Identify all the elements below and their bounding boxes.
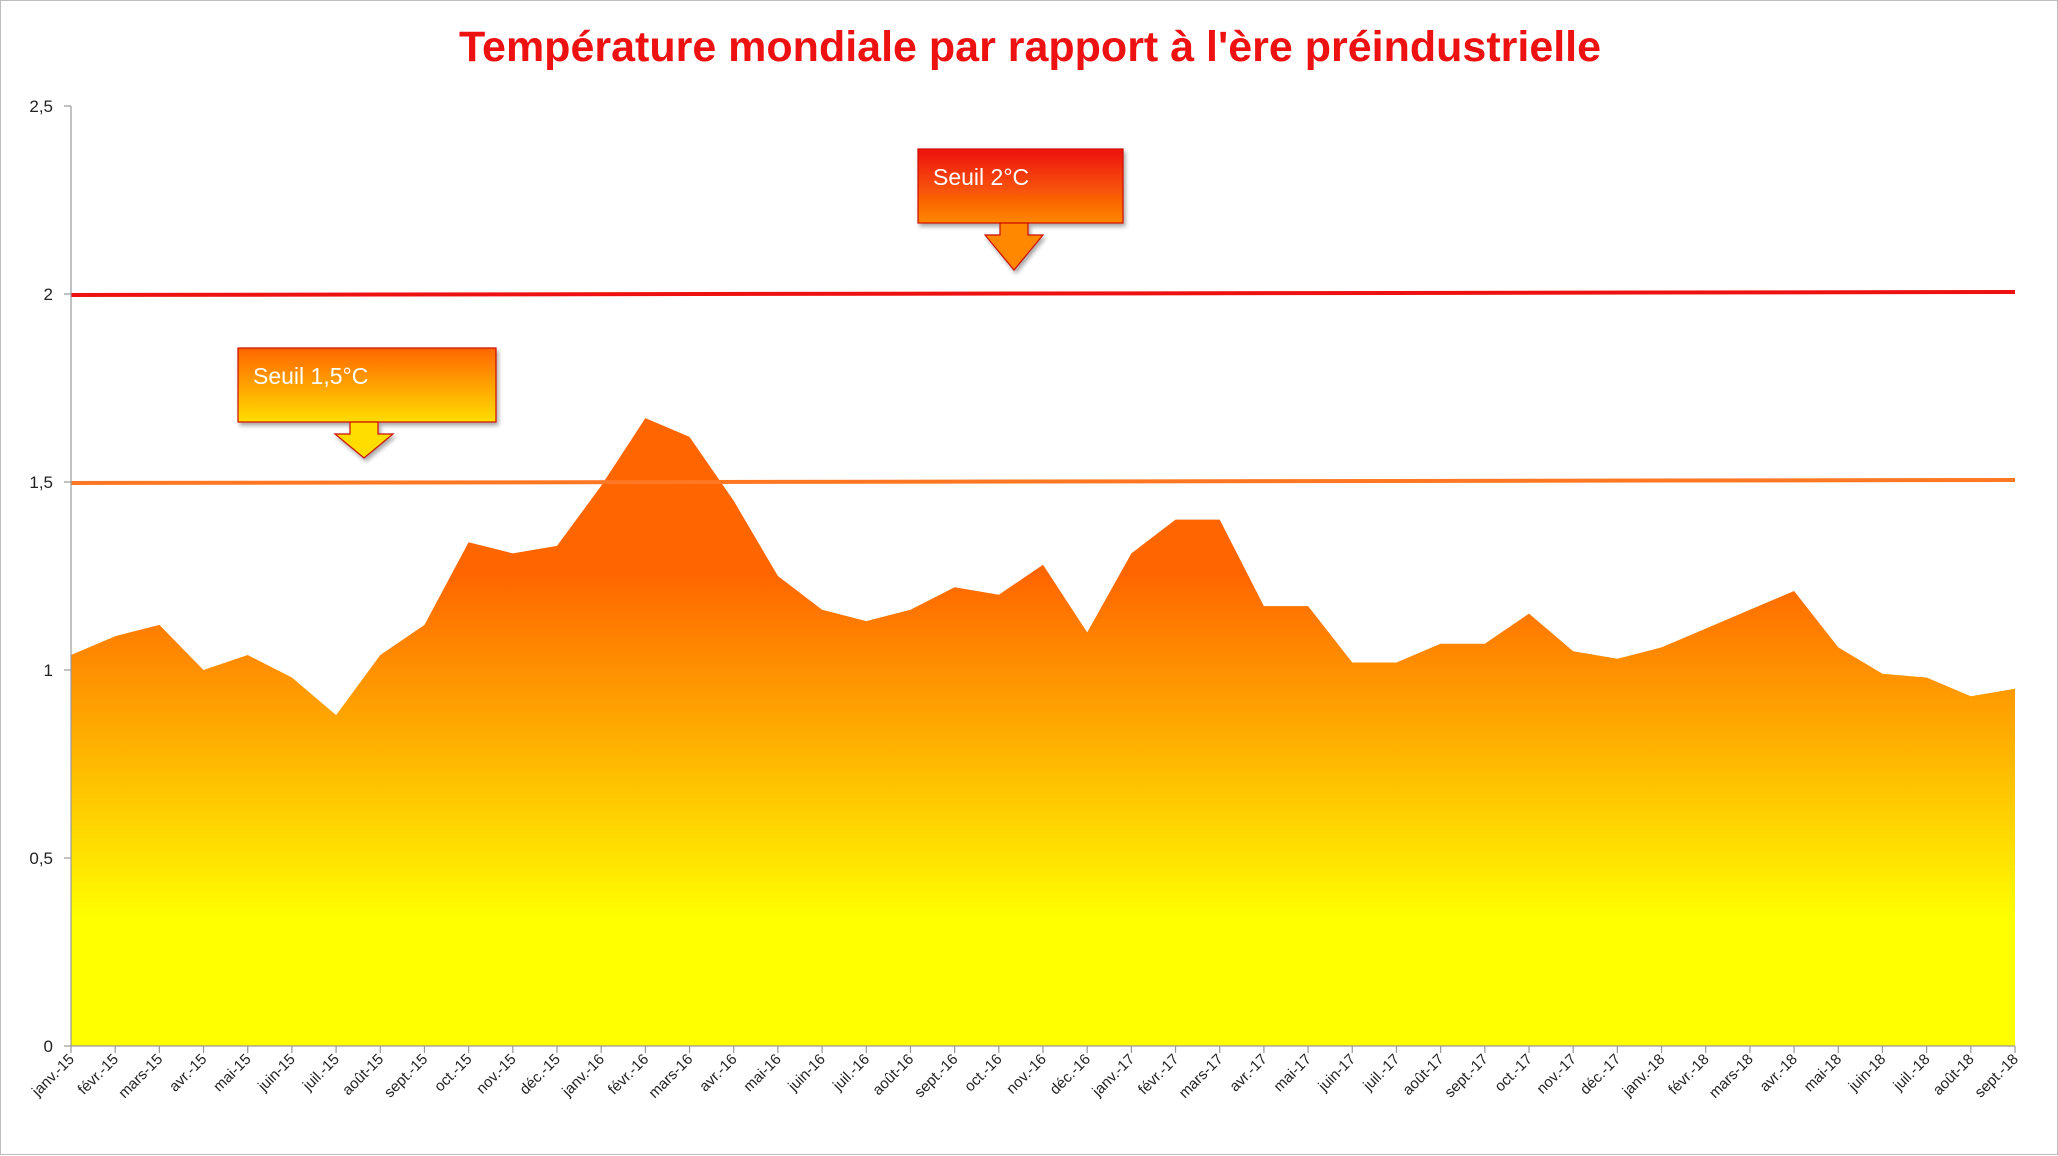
- x-tick-label: juil.-17: [1359, 1051, 1403, 1095]
- x-tick-label: nov.-17: [1533, 1051, 1580, 1098]
- x-tick-label: juin-18: [1845, 1051, 1890, 1096]
- callout-box: [237, 347, 497, 423]
- callout-0: [917, 148, 1124, 271]
- x-tick-label: juin-16: [784, 1051, 829, 1096]
- y-tick-label: 0: [44, 1037, 53, 1056]
- y-tick-label: 1,5: [29, 473, 53, 492]
- temperature-area: [71, 418, 2015, 1047]
- x-tick-label: janv.-17: [1089, 1051, 1139, 1101]
- threshold-line-0: [70, 290, 2016, 297]
- y-tick-label: 2,5: [29, 97, 53, 116]
- x-tick-label: juil.-16: [829, 1051, 873, 1095]
- x-tick-label: août-16: [869, 1051, 917, 1099]
- x-tick-label: janv.-18: [1619, 1051, 1669, 1101]
- x-tick-label: janv.-16: [558, 1051, 608, 1101]
- y-tick-label: 1: [44, 661, 53, 680]
- x-tick-label: mai-17: [1270, 1051, 1314, 1095]
- x-tick-label: mai-15: [210, 1051, 254, 1095]
- x-tick-label: juil.-15: [299, 1051, 343, 1095]
- x-tick-label: mai-16: [740, 1051, 784, 1095]
- x-tick-label: déc.-17: [1577, 1051, 1624, 1098]
- threshold-lines: [70, 290, 2016, 485]
- x-tick-label: avr.-18: [1756, 1051, 1800, 1095]
- x-tick-label: sept.-17: [1441, 1051, 1491, 1101]
- x-tick-label: oct.-17: [1491, 1051, 1535, 1095]
- x-tick-label: mars-18: [1706, 1051, 1757, 1102]
- x-tick-label: juin-17: [1315, 1051, 1360, 1096]
- threshold-callouts: Seuil 2°C Seuil 1,5°C: [237, 148, 1124, 459]
- x-tick-label: oct.-15: [431, 1051, 475, 1095]
- y-axis-ticks: 0 0,5 1 1,5 2 2,5: [29, 97, 53, 1056]
- callout-arrow: [983, 222, 1045, 271]
- x-tick-label: avr.-17: [1226, 1051, 1270, 1095]
- x-tick-label: mai-18: [1801, 1051, 1845, 1095]
- y-tick-label: 2: [44, 285, 53, 304]
- x-tick-label: févr.-15: [75, 1051, 122, 1098]
- x-tick-label: nov.-15: [473, 1051, 520, 1098]
- x-tick-label: déc.-16: [1047, 1051, 1094, 1098]
- chart-title: Température mondiale par rapport à l'ère…: [458, 23, 1602, 71]
- callout-1: [237, 347, 497, 459]
- x-tick-label: juil.-18: [1889, 1051, 1933, 1095]
- x-tick-label: oct.-16: [961, 1051, 1005, 1095]
- x-tick-label: mars-16: [645, 1051, 696, 1102]
- axes: [64, 105, 2016, 1053]
- x-tick-label: mars-15: [115, 1051, 166, 1102]
- x-tick-label: avr.-16: [696, 1051, 740, 1095]
- x-tick-label: févr.-17: [1135, 1051, 1182, 1098]
- y-tick-label: 0,5: [29, 849, 53, 868]
- callout-arrow: [333, 421, 395, 459]
- x-tick-label: août-18: [1930, 1051, 1978, 1099]
- x-tick-label: avr.-15: [166, 1051, 210, 1095]
- x-tick-label: févr.-18: [1665, 1051, 1712, 1098]
- x-tick-label: sept.-16: [911, 1051, 961, 1101]
- x-tick-label: janv.-15: [28, 1051, 78, 1101]
- x-tick-label: juin-15: [254, 1051, 299, 1096]
- callout-label: Seuil 1,5°C: [253, 363, 368, 389]
- x-tick-label: févr.-16: [605, 1051, 652, 1098]
- x-tick-label: août-15: [339, 1051, 387, 1099]
- x-tick-label: août-17: [1399, 1051, 1447, 1099]
- x-tick-label: sept.-15: [381, 1051, 431, 1101]
- x-tick-label: mars-17: [1176, 1051, 1227, 1102]
- callout-label: Seuil 2°C: [933, 164, 1029, 190]
- x-tick-label: nov.-16: [1003, 1051, 1050, 1098]
- x-tick-label: sept.-18: [1971, 1051, 2021, 1101]
- callout-box: [917, 148, 1124, 224]
- x-tick-label: déc.-15: [516, 1051, 563, 1098]
- threshold-line-1: [70, 478, 2016, 485]
